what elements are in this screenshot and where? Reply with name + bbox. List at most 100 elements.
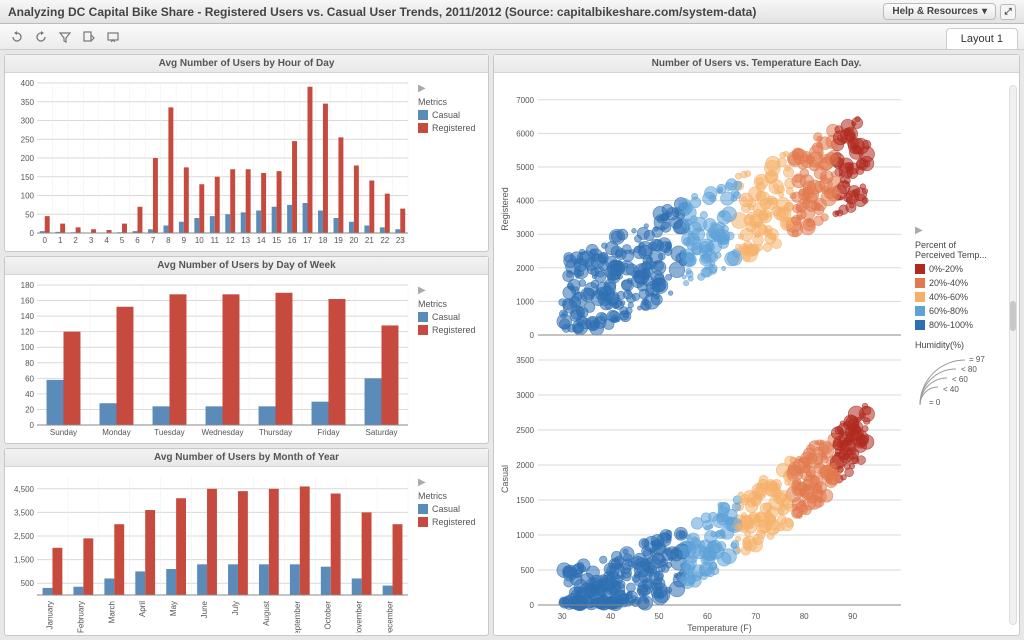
svg-text:60: 60 [703,612,712,621]
svg-text:180: 180 [21,281,35,290]
swatch-temp-60-80 [915,306,925,316]
svg-text:70: 70 [751,612,760,621]
svg-text:150: 150 [21,173,35,182]
panel-scatter-title: Number of Users vs. Temperature Each Day… [494,55,1019,73]
legend-temp-title: Percent of Perceived Temp... [915,240,1011,260]
redo-button[interactable] [30,27,52,47]
legend-month: ▶ Metrics Casual Registered [414,471,486,633]
svg-text:3000: 3000 [516,391,534,400]
expand-icon: ⤢ [1004,6,1011,17]
panel-hour: Avg Number of Users by Hour of Day 05010… [4,54,489,252]
legend-scatter: ▶ Percent of Perceived Temp... 0%-20% 20… [909,77,1017,633]
svg-text:11: 11 [211,236,220,245]
legend-metrics-label: Metrics [418,97,447,107]
toolbar: Layout 1 [0,24,1024,50]
svg-text:7000: 7000 [516,96,534,105]
svg-text:October: October [324,601,333,630]
legend-toggle-icon[interactable]: ▶ [418,285,426,296]
svg-text:2,500: 2,500 [14,532,35,541]
svg-text:3,500: 3,500 [14,508,35,517]
swatch-registered [418,325,428,335]
legend-casual[interactable]: Casual [418,312,460,322]
svg-text:Registered: Registered [500,187,510,231]
swatch-casual [418,110,428,120]
svg-text:14: 14 [257,236,266,245]
svg-text:50: 50 [655,612,664,621]
svg-text:4000: 4000 [516,197,534,206]
svg-text:18: 18 [319,236,328,245]
svg-text:April: April [138,601,147,617]
svg-text:< 60: < 60 [952,375,968,384]
svg-text:Thursday: Thursday [259,428,292,437]
help-resources-button[interactable]: Help & Resources ▾ [883,3,996,20]
legend-bin-0-20[interactable]: 0%-20% [915,264,1011,274]
svg-text:60: 60 [25,374,34,383]
legend-bin-20-40[interactable]: 20%-40% [915,278,1011,288]
legend-toggle-icon[interactable]: ▶ [418,83,426,94]
select-button[interactable] [78,27,100,47]
humidity-arcs-icon: = 97 < 80 < 60 < 40 = 0 [915,350,1005,408]
panel-dow: Avg Number of Users by Day of Week 02040… [4,256,489,444]
svg-text:80: 80 [25,359,34,368]
humidity-title: Humidity(%) [915,340,1011,350]
svg-text:September: September [293,601,302,633]
svg-text:5000: 5000 [516,163,534,172]
svg-text:2000: 2000 [516,264,534,273]
svg-text:2500: 2500 [516,426,534,435]
chart-dow[interactable]: 020406080100120140160180SundayMondayTues… [7,279,414,441]
svg-text:12: 12 [226,236,235,245]
chart-hour[interactable]: 0501001502002503003504000123456789101112… [7,77,414,249]
swatch-casual [418,504,428,514]
scrollbar-vertical[interactable] [1009,85,1017,625]
legend-bin-60-80[interactable]: 60%-80% [915,306,1011,316]
svg-text:23: 23 [396,236,405,245]
svg-text:6000: 6000 [516,129,534,138]
tab-layout-1[interactable]: Layout 1 [946,28,1018,49]
legend-registered[interactable]: Registered [418,517,476,527]
legend-humidity: Humidity(%) = 97 < 80 < 60 < 40 [915,340,1011,408]
scrollbar-thumb[interactable] [1010,301,1016,331]
svg-text:2: 2 [73,236,78,245]
legend-toggle-icon[interactable]: ▶ [915,225,1011,236]
legend-bin-40-60[interactable]: 40%-60% [915,292,1011,302]
panel-month: Avg Number of Users by Month of Year 500… [4,448,489,636]
filter-button[interactable] [54,27,76,47]
svg-text:Saturday: Saturday [365,428,397,437]
svg-text:November: November [355,601,364,633]
legend-bin-80-100[interactable]: 80%-100% [915,320,1011,330]
legend-casual[interactable]: Casual [418,504,460,514]
panel-dow-title: Avg Number of Users by Day of Week [5,257,488,275]
undo-button[interactable] [6,27,28,47]
legend-casual[interactable]: Casual [418,110,460,120]
svg-text:1500: 1500 [516,496,534,505]
legend-toggle-icon[interactable]: ▶ [418,477,426,488]
svg-text:4,500: 4,500 [14,485,35,494]
fullscreen-button[interactable]: ⤢ [1000,4,1016,20]
svg-text:9: 9 [182,236,187,245]
panel-scatter: Number of Users vs. Temperature Each Day… [493,54,1020,636]
svg-text:Tuesday: Tuesday [154,428,184,437]
svg-text:7: 7 [151,236,156,245]
legend-registered[interactable]: Registered [418,325,476,335]
svg-text:16: 16 [288,236,297,245]
help-label: Help & Resources [892,6,978,17]
window-titlebar: Analyzing DC Capital Bike Share - Regist… [0,0,1024,24]
legend-registered[interactable]: Registered [418,123,476,133]
svg-text:1000: 1000 [516,297,534,306]
svg-text:350: 350 [21,98,35,107]
chart-scatter[interactable]: 0100020003000400050006000700005001000150… [496,77,909,633]
presentation-button[interactable] [102,27,124,47]
svg-text:140: 140 [21,312,35,321]
svg-text:3000: 3000 [516,230,534,239]
swatch-temp-0-20 [915,264,925,274]
chart-month[interactable]: 5001,5002,5003,5004,500JanuaryFebruaryMa… [7,471,414,633]
svg-text:200: 200 [21,154,35,163]
svg-text:Monday: Monday [102,428,130,437]
swatch-temp-20-40 [915,278,925,288]
svg-text:March: March [107,601,116,623]
svg-text:May: May [169,601,178,616]
panel-hour-title: Avg Number of Users by Hour of Day [5,55,488,73]
svg-text:120: 120 [21,328,35,337]
svg-text:30: 30 [558,612,567,621]
swatch-registered [418,123,428,133]
